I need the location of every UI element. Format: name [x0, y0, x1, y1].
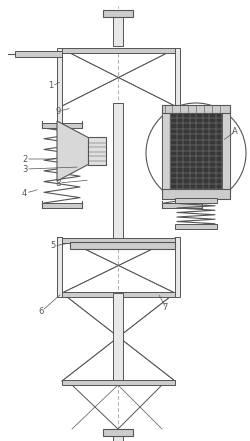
Text: 1: 1 [48, 82, 53, 90]
Bar [62, 380, 175, 385]
Bar [175, 198, 217, 203]
Bar [175, 224, 217, 229]
Text: A: A [232, 127, 238, 135]
Bar [57, 237, 62, 297]
Bar [162, 105, 230, 113]
Bar [113, 17, 123, 46]
Bar [175, 237, 180, 297]
Bar [222, 113, 230, 189]
Text: 9: 9 [55, 106, 60, 116]
Bar [42, 203, 82, 208]
Bar [162, 189, 230, 199]
Bar [103, 10, 133, 17]
Bar [15, 51, 62, 57]
Bar [42, 123, 82, 128]
Bar [62, 48, 175, 53]
Bar [162, 111, 230, 191]
Text: 7: 7 [162, 303, 168, 313]
Bar [175, 48, 180, 123]
Text: 6: 6 [38, 306, 44, 315]
Text: 4: 4 [22, 188, 27, 198]
Bar [113, 293, 123, 381]
Text: 2: 2 [22, 154, 27, 164]
Bar [162, 203, 202, 208]
Bar [162, 113, 170, 189]
Bar [113, 435, 123, 441]
Text: 5: 5 [50, 242, 55, 250]
Bar [88, 137, 106, 165]
Text: 8: 8 [55, 179, 60, 187]
Bar [162, 123, 202, 128]
Bar [62, 292, 175, 297]
Bar [57, 48, 62, 123]
Bar [170, 113, 222, 189]
Bar [70, 242, 175, 249]
Bar [62, 238, 175, 243]
Bar [103, 429, 133, 436]
Bar [113, 103, 123, 243]
Text: 3: 3 [22, 164, 28, 173]
Circle shape [146, 103, 246, 203]
Polygon shape [57, 121, 91, 181]
